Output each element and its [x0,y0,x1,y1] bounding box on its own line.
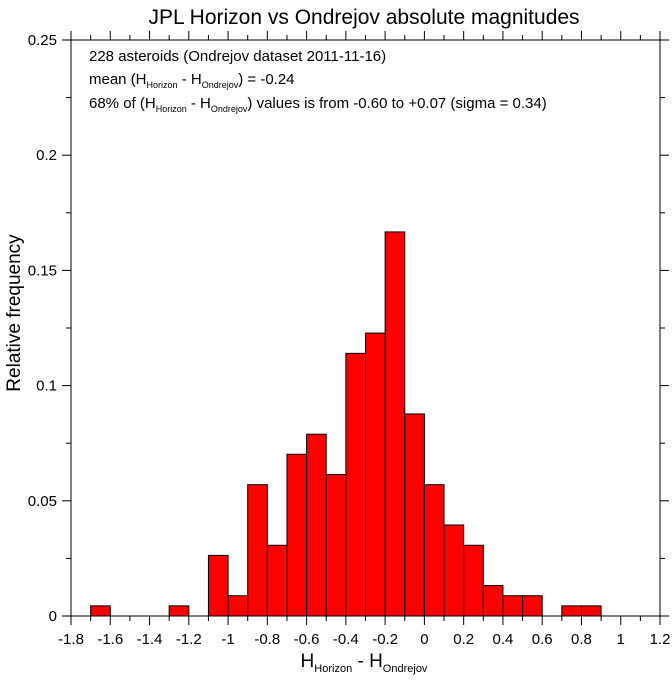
histogram-bar [404,413,425,617]
x-tick-label: -1.4 [137,631,163,648]
histogram-bar [90,605,111,617]
x-tick-label: 0.4 [493,631,514,648]
x-tick-label: -0.2 [372,631,398,648]
histogram-bar [266,544,288,617]
histogram-bar [345,352,366,617]
x-tick-label: -0.6 [294,631,320,648]
axis-ticks: -1.8 -1.6 -1.4 -1.2 -1 -0.8 -0.6 -0.4 -0.2 0 0.2 0.… [28,31,671,648]
x-tick-label: -0.8 [254,631,280,648]
x-tick-label: 0.6 [532,631,553,648]
histogram-bar [168,605,190,617]
histogram-bar [463,544,484,617]
histogram-bar [306,433,327,617]
annotation-line-1: 228 asteroids (Ondrejov dataset 2011-11-… [89,48,386,65]
x-axis-label: HHorizon - HOndrejov [301,651,428,675]
y-axis-label: Relative frequency [4,234,25,392]
x-tick-label: -1.6 [97,631,123,648]
histogram-bar [502,595,524,617]
y-tick-label: 0.05 [28,493,57,510]
y-tick-label: 0.15 [28,262,57,279]
x-tick-label: -1.2 [176,631,202,648]
histogram-bar [443,524,465,617]
bar-group [90,231,602,617]
x-tick-label: 0.8 [571,631,592,648]
histogram-bar [580,605,602,617]
x-tick-label: -1 [221,631,234,648]
plot-frame [70,39,661,617]
y-tick-label: 0.1 [36,378,57,395]
histogram-bar [365,332,386,617]
histogram-bar [423,484,445,617]
histogram-bar [227,595,249,617]
annotation-line-2: mean (HHorizon - HOndrejov) = -0.24 [89,71,295,90]
histogram-bar [286,453,308,617]
y-tick-label: 0 [49,608,57,625]
y-tick-label: 0.25 [28,32,57,49]
histogram-bar [325,474,347,617]
x-tick-label: -1.8 [58,631,84,648]
x-tick-label: 0.2 [453,631,474,648]
y-tick-label: 0.2 [36,147,57,164]
histogram-bar [247,484,268,617]
x-tick-label: 1.2 [650,631,671,648]
chart-title: JPL Horizon vs Ondrejov absolute magnitu… [148,6,579,29]
histogram-bar [561,605,582,617]
x-tick-label: 0 [420,631,428,648]
histogram-bar [384,231,406,617]
x-tick-label: -0.4 [333,631,359,648]
histogram-bar [482,585,504,617]
histogram-bar [522,595,543,617]
x-tick-label: 1 [617,631,625,648]
histogram-bar [207,554,229,617]
annotation-line-3: 68% of (HHorizon - HOndrejov) values is … [89,95,547,114]
